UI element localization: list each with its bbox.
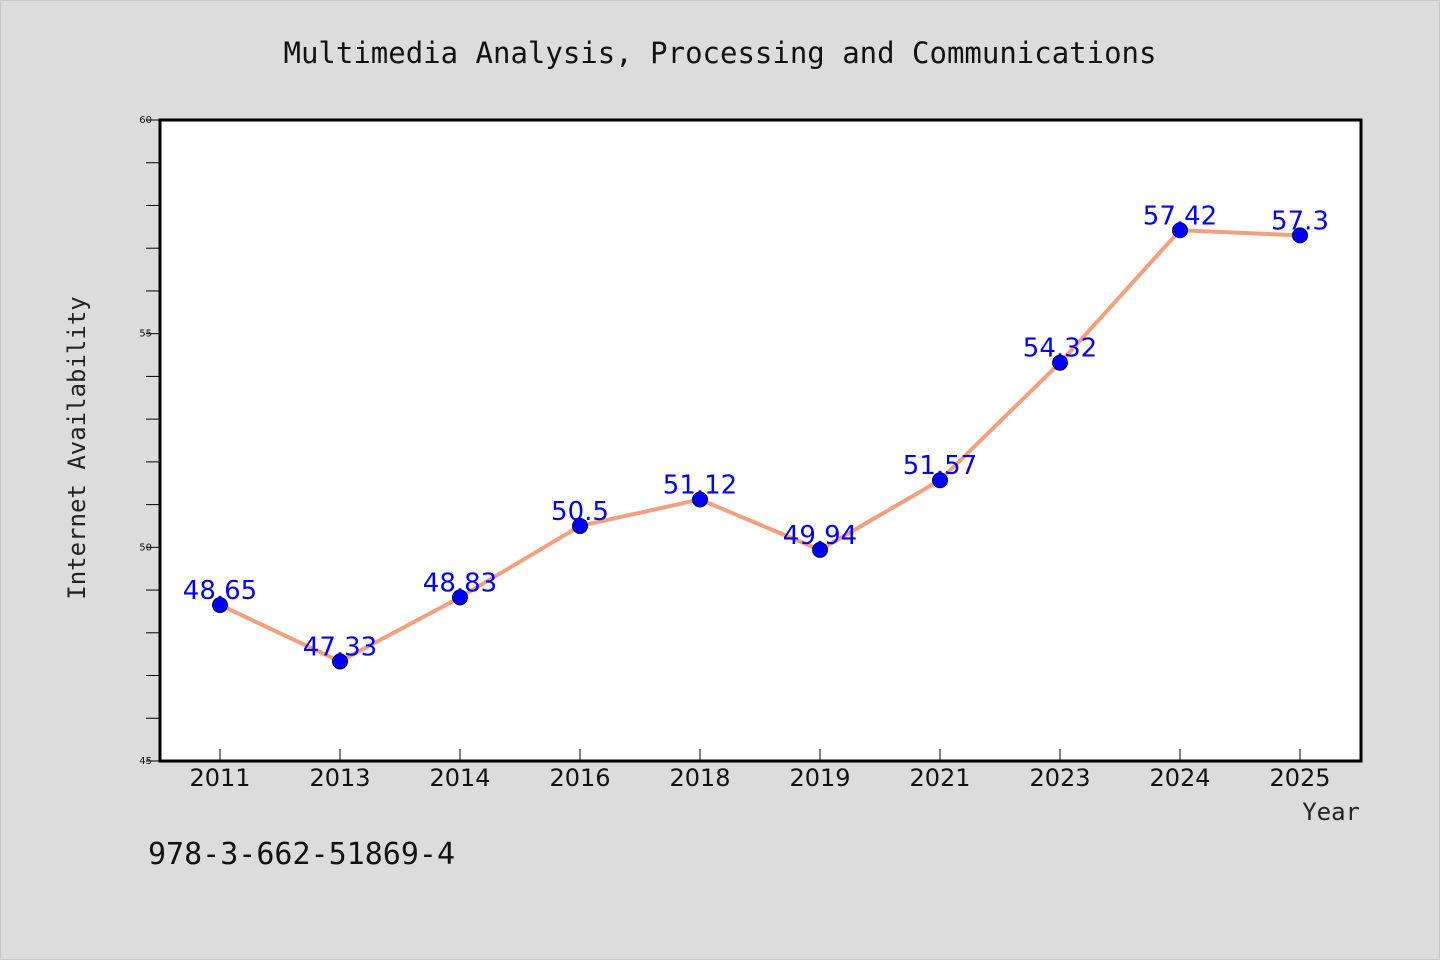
plot-area [158,118,1363,763]
data-point-marker [692,491,708,508]
data-point-marker [572,517,588,534]
x-axis-ticks: 2011 2013 2014 2016 2018 2019 2021 2023 2024 2025 [189,749,1331,792]
data-label: 47.33 [303,632,377,662]
data-point-marker [1052,354,1068,371]
data-label: 51.57 [903,451,977,481]
series-line [218,228,1302,664]
y-tick-label: 60 [139,115,152,126]
y-tick-label: 45 [139,756,152,767]
data-point-marker [332,653,348,670]
x-tick-label: 2018 [669,764,730,792]
data-label: 57.3 [1271,206,1329,236]
data-point-marker [1172,222,1188,239]
isbn-footer: 978-3-662-51869-4 [148,837,455,872]
x-tick-label: 2024 [1149,764,1210,792]
data-label: 49.94 [783,521,857,551]
data-label: 54.32 [1023,334,1097,364]
y-tick-label: 55 [139,329,152,340]
data-label: 57.42 [1143,201,1217,231]
data-point-marker [812,541,828,558]
data-point-marker [1292,227,1308,244]
x-tick-label: 2023 [1029,764,1090,792]
x-axis-label: Year [1302,798,1360,826]
data-point-marker [932,472,948,489]
series-layer: 48.65 47.33 48.83 50.5 51.12 49.94 51.57 54.32 5… [183,201,1329,670]
data-point-marker [452,589,468,606]
y-tick-label: 50 [139,542,152,553]
x-tick-label: 2014 [429,764,490,792]
x-tick-label: 2016 [549,764,610,792]
data-label: 50.5 [551,497,609,527]
x-tick-label: 2021 [909,764,970,792]
y-axis-label: Internet Availability [63,296,91,599]
data-label: 48.65 [183,576,257,606]
x-tick-label: 2019 [789,764,850,792]
x-tick-label: 2011 [189,764,250,792]
data-label: 48.83 [423,568,497,598]
x-tick-label: 2013 [309,764,370,792]
y-axis-ticks: 45 50 55 60 [139,115,160,767]
data-label: 51.12 [663,470,737,500]
chart-title: Multimedia Analysis, Processing and Comm… [284,36,1157,70]
data-point-marker [212,597,228,614]
x-tick-label: 2025 [1269,764,1330,792]
